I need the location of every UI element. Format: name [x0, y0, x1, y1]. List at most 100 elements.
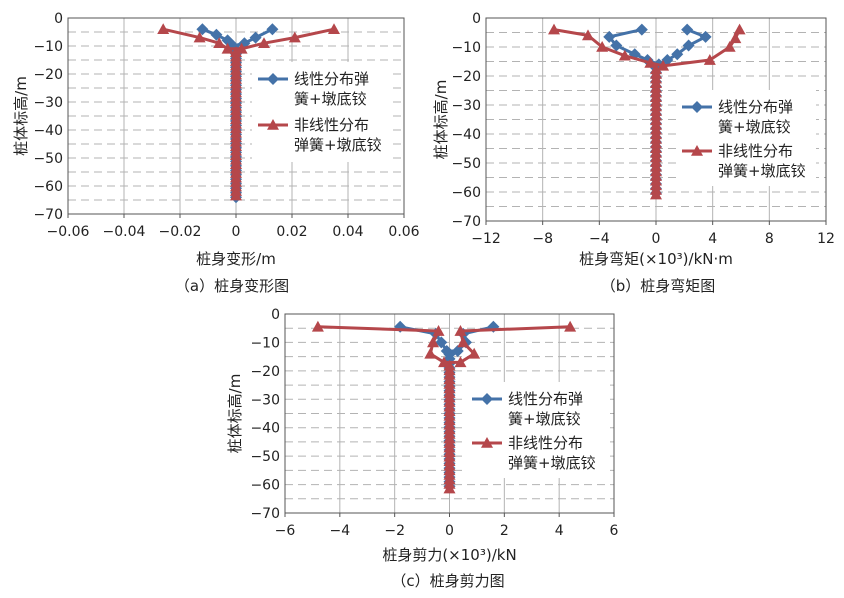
- chart-a-legend-marker-1: [267, 73, 279, 85]
- chart-b-ytick-label: 0: [472, 11, 481, 27]
- chart-b-series-2-point: [723, 41, 736, 52]
- chart-panel-a: −0.06 −0.04 −0.02 0 0.02 0.04 0.06 0 −10 −20 −30 −4…: [12, 11, 420, 295]
- chart-a-legend-label-2: 非线性分布弹簧+墩底铰: [294, 116, 382, 154]
- chart-b-ytick-label: −20: [451, 69, 481, 85]
- chart-a-ytick-label: −60: [33, 179, 63, 195]
- chart-c-ytick-label: 0: [271, 307, 280, 323]
- chart-a-x-axis-label: 桩身变形/m: [196, 250, 276, 268]
- chart-c-legend-label-line: 非线性分布: [508, 434, 583, 452]
- chart-a-series-2-point: [258, 37, 270, 48]
- chart-a-xtick-label: 0: [232, 224, 241, 240]
- chart-b-series-2-point: [596, 41, 609, 52]
- chart-c-legend-label-2: 非线性分布弹簧+墩底铰: [508, 434, 596, 472]
- chart-b-xtick-label: 8: [765, 231, 774, 247]
- chart-b-series-2: [548, 23, 746, 200]
- chart-c-xtick-label: 0: [445, 523, 454, 539]
- chart-c-caption: （c）桩身剪力图: [391, 572, 504, 590]
- chart-a-series-1-point: [210, 28, 223, 41]
- chart-c-ytick-label: −20: [250, 364, 280, 380]
- chart-a-series-2-point: [157, 23, 170, 34]
- chart-b-series-2-point: [548, 23, 560, 35]
- chart-c-series-1-point: [451, 344, 464, 357]
- chart-a-series-1-point: [266, 23, 279, 36]
- chart-panel-b: −12 −8 −4 0 4 8 120−10−20−30−40−50−60−70桩身弯矩(×…: [432, 11, 835, 295]
- chart-c-series-2-point: [454, 325, 467, 336]
- chart-b-ytick-label: −40: [451, 127, 481, 143]
- chart-c-xtick-label: 6: [610, 523, 619, 539]
- chart-c-ytick-label: −10: [250, 335, 280, 351]
- chart-b-series-1-point: [635, 23, 648, 36]
- chart-a-xtick-label: −0.06: [47, 224, 90, 240]
- chart-a-legend-label-line: 非线性分布: [294, 116, 369, 134]
- chart-b-series-1-point: [681, 23, 694, 36]
- chart-a-ytick-label: −50: [33, 151, 63, 167]
- chart-a-ytick-label: −20: [33, 67, 63, 83]
- chart-b-y-axis-label: 桩体标高/m: [432, 80, 450, 160]
- chart-c-series-2-shaft-marker: [443, 482, 456, 494]
- chart-b-series-2-point: [729, 32, 742, 44]
- chart-b-series-1-point: [641, 54, 654, 67]
- chart-a-legend-label-line: 簧+墩底铰: [294, 90, 367, 108]
- chart-a-series-2-shaft-marker: [230, 189, 242, 201]
- chart-c-legend-label-line: 簧+墩底铰: [508, 410, 581, 428]
- chart-b-ytick-label: −50: [451, 156, 481, 172]
- chart-b-series-1-point: [603, 30, 616, 43]
- chart-c-series-1-point: [440, 344, 453, 357]
- chart-a-legend-marker-2: [267, 119, 279, 130]
- chart-c-ytick-label: −60: [250, 478, 280, 494]
- chart-c-xtick-label: −6: [275, 523, 296, 539]
- chart-a-legend-label-line: 弹簧+墩底铰: [294, 136, 382, 154]
- chart-a-series-1-point: [196, 23, 209, 36]
- chart-a-xtick-label: 0.06: [388, 224, 419, 240]
- chart-c-series-2-point: [457, 336, 470, 348]
- chart-c-ytick-label: −50: [250, 449, 280, 465]
- chart-b-series-1-point: [699, 30, 712, 43]
- chart-c-series-2-point: [424, 347, 437, 359]
- chart-b-series-2-point: [657, 59, 670, 71]
- chart-a-series-2-point: [235, 42, 248, 54]
- chart-b-legend-label-line: 线性分布弹: [718, 98, 793, 116]
- chart-c-legend-label-line: 线性分布弹: [508, 390, 583, 408]
- chart-a-xtick-label: −0.04: [103, 224, 146, 240]
- chart-b-series-1-point: [682, 39, 695, 52]
- chart-a-ytick-label: −30: [33, 95, 63, 111]
- chart-b-legend-marker-1: [691, 101, 703, 113]
- chart-c-x-axis-label: 桩身剪力(×10³)/kN: [382, 546, 516, 564]
- chart-a-series-1-point: [249, 31, 262, 44]
- chart-b-x-axis-label: 桩身弯矩(×10³)/kN·m: [579, 250, 733, 268]
- chart-a-y-axis-label: 桩体标高/m: [12, 76, 30, 156]
- chart-b-series-2-point: [733, 23, 746, 35]
- chart-b-series-2-point: [582, 29, 594, 41]
- chart-c-legend-marker-1: [481, 393, 493, 405]
- chart-a-series-2-point: [213, 37, 226, 48]
- chart-a-xtick-label: 0.02: [276, 224, 307, 240]
- chart-a-legend-label-1: 线性分布弹簧+墩底铰: [294, 70, 369, 108]
- chart-b-xtick-label: −12: [471, 231, 501, 247]
- chart-b-series-1-point: [671, 48, 684, 61]
- chart-a-ytick-label: −70: [33, 207, 63, 223]
- chart-a-xtick-label: −0.02: [159, 224, 202, 240]
- chart-c-xtick-label: 2: [500, 523, 509, 539]
- chart-c-ytick-label: −70: [250, 506, 280, 522]
- chart-c-xtick-label: −2: [384, 523, 405, 539]
- chart-a-ytick-label: 0: [54, 11, 63, 27]
- chart-c-y-axis-label: 桩体标高/m: [226, 374, 244, 454]
- chart-b-legend-label-line: 非线性分布: [718, 142, 793, 160]
- chart-a-legend-label-line: 线性分布弹: [294, 70, 369, 88]
- chart-b-caption: （b）桩身弯矩图: [601, 277, 716, 295]
- chart-c-legend-label-1: 线性分布弹簧+墩底铰: [508, 390, 583, 428]
- chart-a-caption: （a）桩身变形图: [175, 277, 289, 295]
- chart-b-legend-marker-2: [691, 145, 703, 156]
- chart-a-series-2-point: [193, 31, 206, 43]
- chart-b-series-2-point: [703, 54, 716, 65]
- chart-a-ytick-label: −10: [33, 39, 63, 55]
- chart-b-xtick-label: 0: [652, 231, 661, 247]
- chart-c-series-2-point: [432, 325, 445, 336]
- chart-b-ytick-label: −70: [451, 214, 481, 230]
- chart-b-ytick-label: −60: [451, 185, 481, 201]
- chart-a-ytick-label: −40: [33, 123, 63, 139]
- chart-b-legend-label-1: 线性分布弹簧+墩底铰: [718, 98, 793, 136]
